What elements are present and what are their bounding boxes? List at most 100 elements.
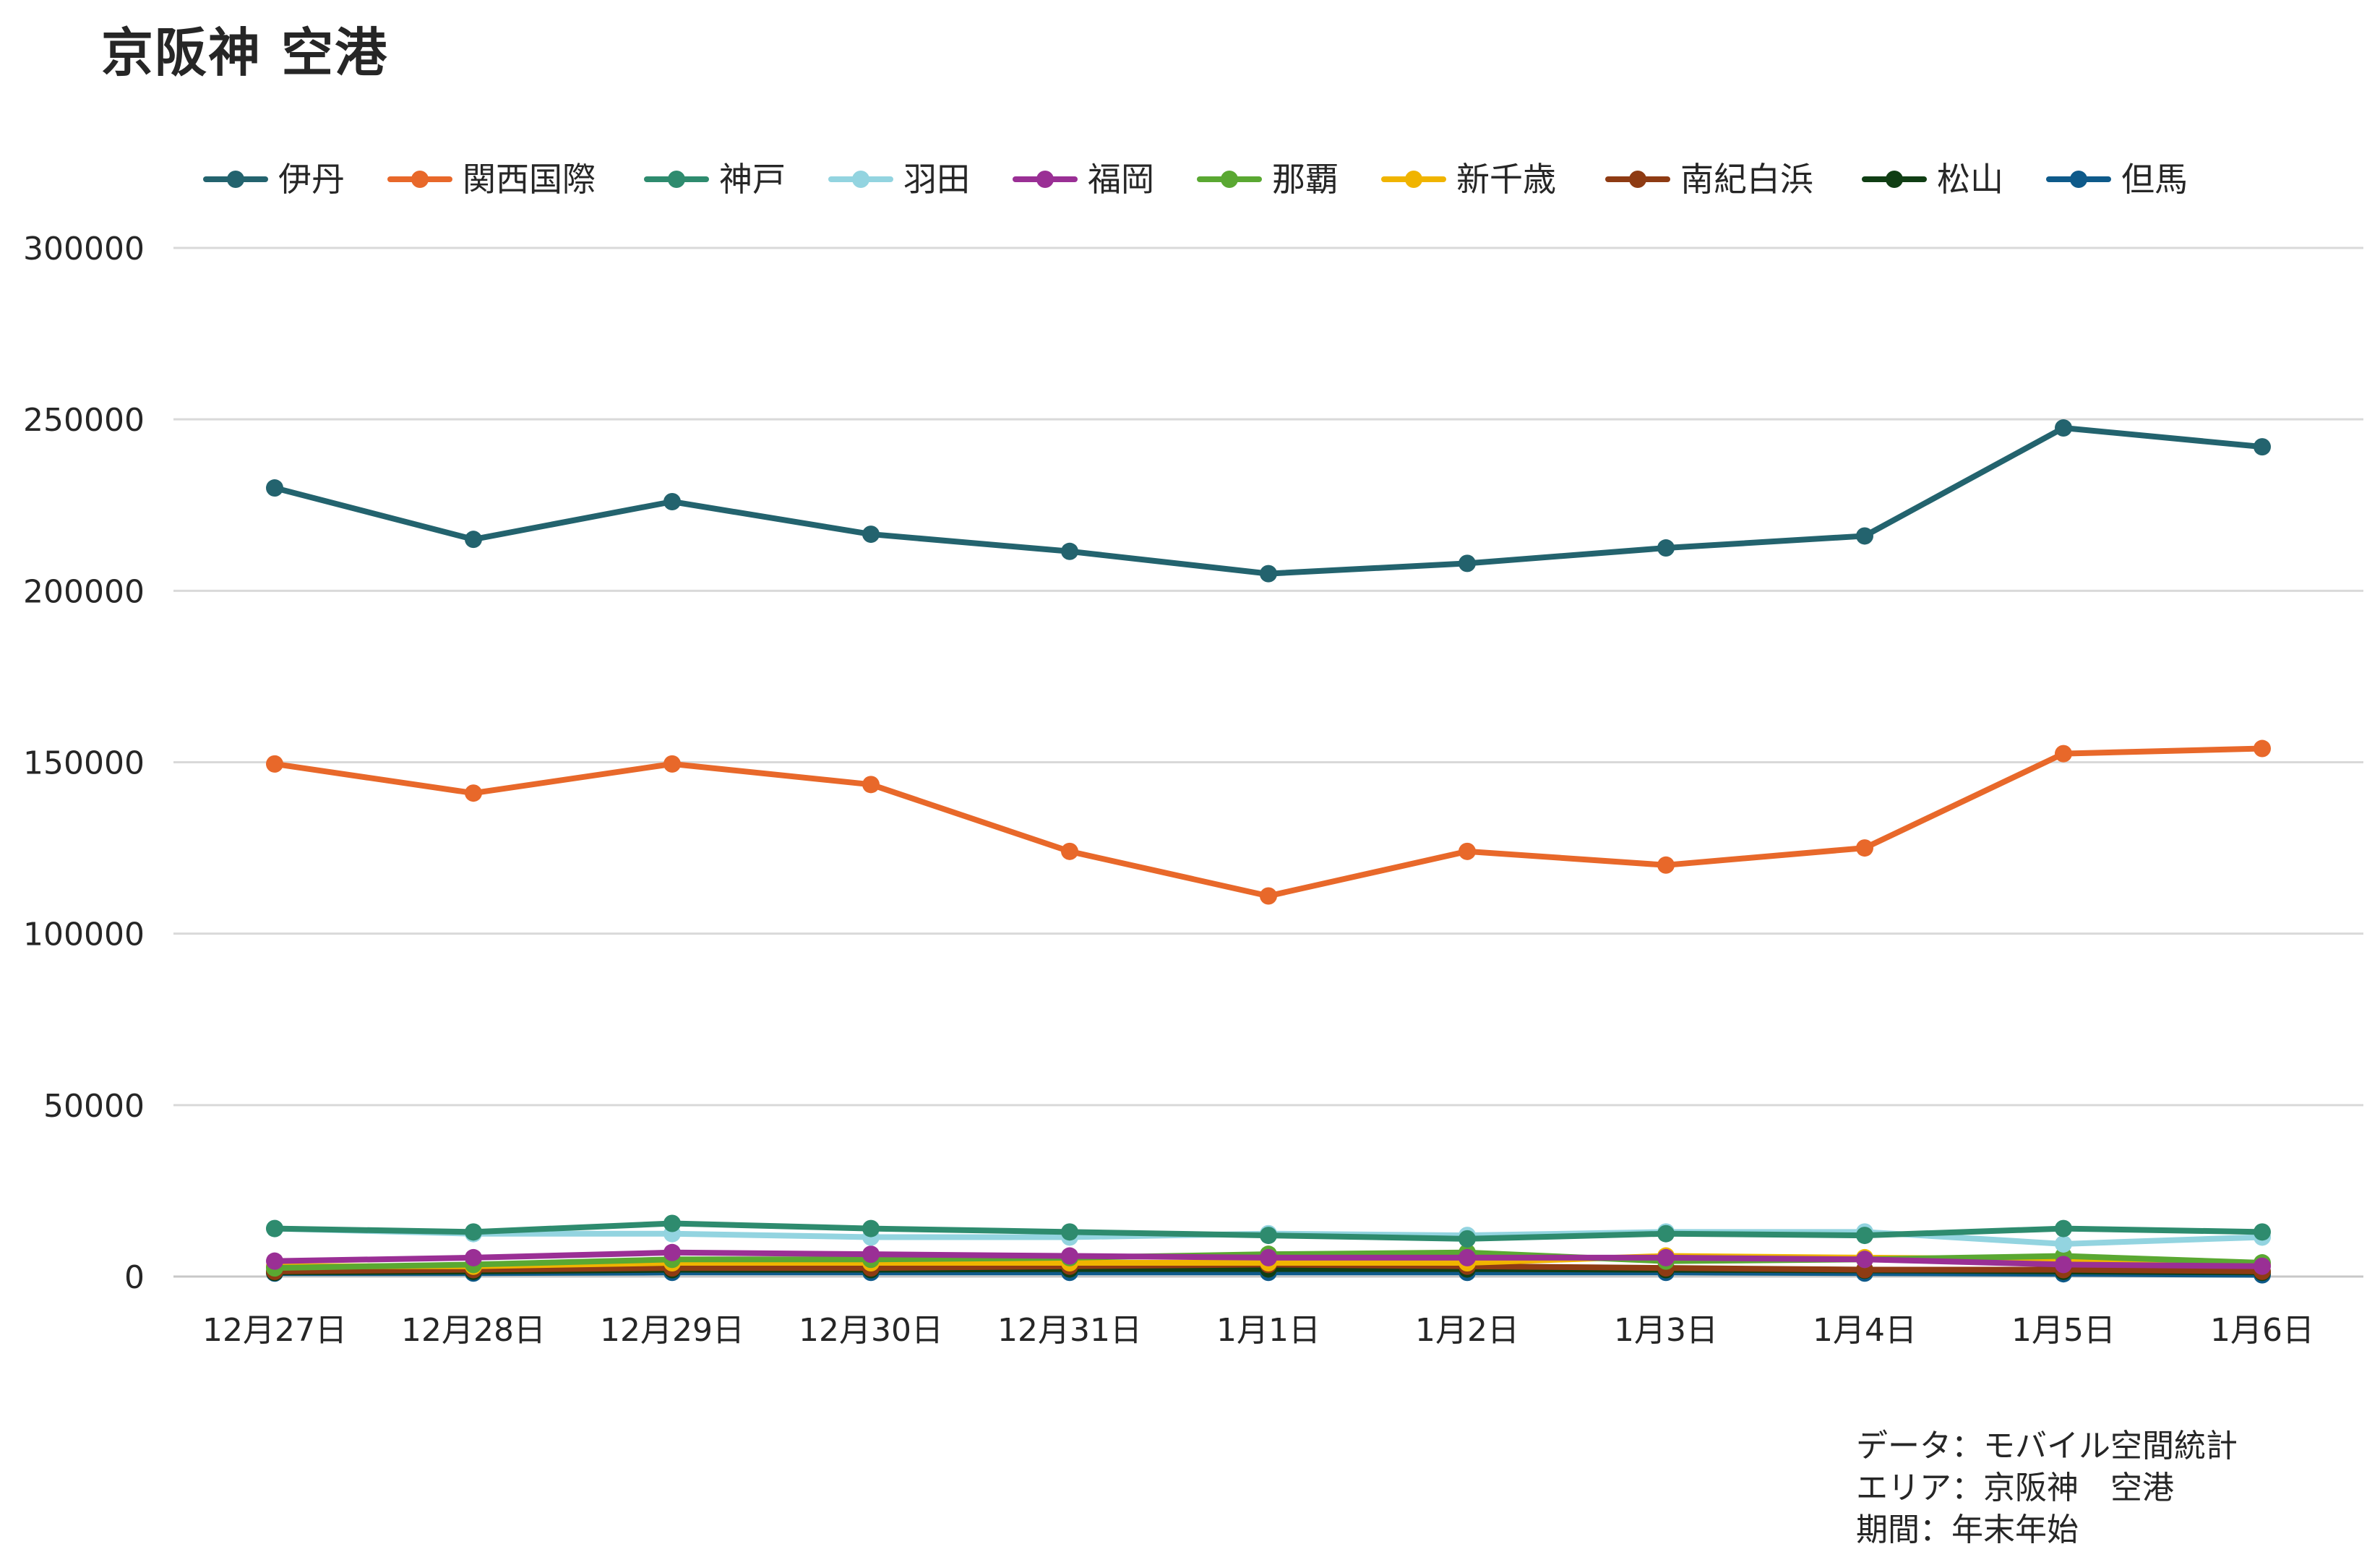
data-point xyxy=(1061,842,1078,860)
data-point xyxy=(266,479,283,497)
x-tick-label: 1月5日 xyxy=(2011,1312,2115,1349)
data-point xyxy=(862,526,880,544)
data-point xyxy=(1260,1248,1277,1266)
x-tick-label: 12月29日 xyxy=(600,1312,744,1349)
legend-item: 新千歳 xyxy=(1381,160,1556,199)
x-tick-label: 1月3日 xyxy=(1614,1312,1718,1349)
data-point xyxy=(1260,887,1277,905)
x-tick-label: 12月31日 xyxy=(997,1312,1142,1349)
legend-item: 那覇 xyxy=(1197,160,1339,199)
y-tick-label: 150000 xyxy=(23,745,145,782)
legend-swatch-marker xyxy=(852,171,869,188)
data-point xyxy=(2254,1223,2271,1241)
legend-swatch-marker xyxy=(411,171,429,188)
data-point xyxy=(663,755,681,773)
data-point xyxy=(2055,1219,2072,1238)
data-point xyxy=(2055,419,2072,437)
data-point xyxy=(1657,1224,1675,1243)
data-source-note: データ：モバイル空間統計 xyxy=(1856,1428,2238,1464)
y-tick-label: 50000 xyxy=(43,1088,145,1125)
data-point xyxy=(1458,1230,1476,1248)
data-point xyxy=(266,1219,283,1238)
legend-label: 神戸 xyxy=(719,160,786,199)
data-point xyxy=(465,1248,482,1266)
x-tick-label: 12月28日 xyxy=(401,1312,546,1349)
data-point xyxy=(1856,527,1873,545)
legend-label: 但馬 xyxy=(2121,160,2188,199)
y-axis: 0 50000 100000 150000 200000 250000 300000 xyxy=(23,231,145,1296)
legend-item: 神戸 xyxy=(644,160,786,199)
legend-label: 福岡 xyxy=(1088,160,1154,199)
legend-label: 松山 xyxy=(1937,160,2003,199)
chart-title: 京阪神 空港 xyxy=(101,22,389,83)
data-point xyxy=(663,1214,681,1232)
x-tick-label: 12月30日 xyxy=(799,1312,943,1349)
legend-item: 但馬 xyxy=(2046,160,2188,199)
data-point xyxy=(266,755,283,773)
series-lines xyxy=(266,419,2271,1284)
legend-swatch-marker xyxy=(1886,171,1903,188)
data-point xyxy=(862,1219,880,1238)
data-point xyxy=(1260,1227,1277,1245)
legend-label: 伊丹 xyxy=(278,160,345,199)
x-tick-label: 1月2日 xyxy=(1415,1312,1519,1349)
data-point xyxy=(663,1243,681,1261)
data-point xyxy=(1657,539,1675,557)
legend-item: 福岡 xyxy=(1013,160,1154,199)
data-point xyxy=(2055,1235,2072,1253)
x-axis: 12月27日 12月28日 12月29日 12月30日 12月31日 1月1日 1月2日 1月… xyxy=(202,1312,2314,1349)
x-tick-label: 1月1日 xyxy=(1216,1312,1320,1349)
data-point xyxy=(465,784,482,802)
x-tick-label: 1月6日 xyxy=(2210,1312,2314,1349)
data-point xyxy=(1657,1248,1675,1266)
data-point xyxy=(2055,1256,2072,1274)
y-tick-label: 250000 xyxy=(23,402,145,439)
legend-label: 新千歳 xyxy=(1456,160,1556,199)
series-5 xyxy=(266,1243,2271,1275)
data-point xyxy=(1458,842,1476,860)
data-point xyxy=(1856,839,1873,857)
legend-item: 松山 xyxy=(1862,160,2003,199)
data-point xyxy=(2254,1257,2271,1275)
legend-item: 伊丹 xyxy=(203,160,345,199)
series-line xyxy=(272,745,2265,899)
data-point xyxy=(2254,739,2271,758)
legend-item: 南紀白浜 xyxy=(1605,160,1813,199)
legend-item: 関西国際 xyxy=(387,160,596,199)
legend-swatch-marker xyxy=(668,171,685,188)
series-3 xyxy=(266,1214,2271,1248)
data-point xyxy=(1061,1223,1078,1241)
data-point xyxy=(862,1245,880,1264)
series-1 xyxy=(266,419,2271,583)
data-point xyxy=(465,531,482,549)
legend-label: 羽田 xyxy=(903,160,970,199)
legend: 伊丹 関西国際 神戸 羽田 福岡 那覇 新千歳 南紀白浜 松山 但馬 xyxy=(203,160,2188,199)
series-line xyxy=(272,425,2265,577)
source-notes: データ：モバイル空間統計 エリア：京阪神 空港 期間：年末年始 xyxy=(1856,1425,2238,1551)
data-point xyxy=(2254,438,2271,456)
x-tick-label: 12月27日 xyxy=(202,1312,347,1349)
data-point xyxy=(2055,745,2072,763)
data-point xyxy=(465,1223,482,1241)
legend-swatch-marker xyxy=(1036,171,1054,188)
data-point xyxy=(1458,1248,1476,1266)
legend-swatch-marker xyxy=(1221,171,1238,188)
data-point xyxy=(1458,554,1476,572)
data-point xyxy=(663,493,681,511)
y-tick-label: 300000 xyxy=(23,231,145,267)
gridlines xyxy=(173,246,2363,1278)
legend-label: 那覇 xyxy=(1272,160,1339,199)
y-tick-label: 200000 xyxy=(23,573,145,610)
data-point xyxy=(1260,565,1277,583)
data-point xyxy=(1856,1251,1873,1269)
data-point xyxy=(266,1252,283,1270)
x-tick-label: 1月4日 xyxy=(1813,1312,1917,1349)
legend-label: 関西国際 xyxy=(463,160,596,199)
period-note: 期間：年末年始 xyxy=(1856,1511,2079,1548)
data-point xyxy=(1856,1227,1873,1245)
y-tick-label: 100000 xyxy=(23,917,145,953)
area-note: エリア：京阪神 空港 xyxy=(1856,1470,2174,1506)
data-point xyxy=(1061,1247,1078,1265)
